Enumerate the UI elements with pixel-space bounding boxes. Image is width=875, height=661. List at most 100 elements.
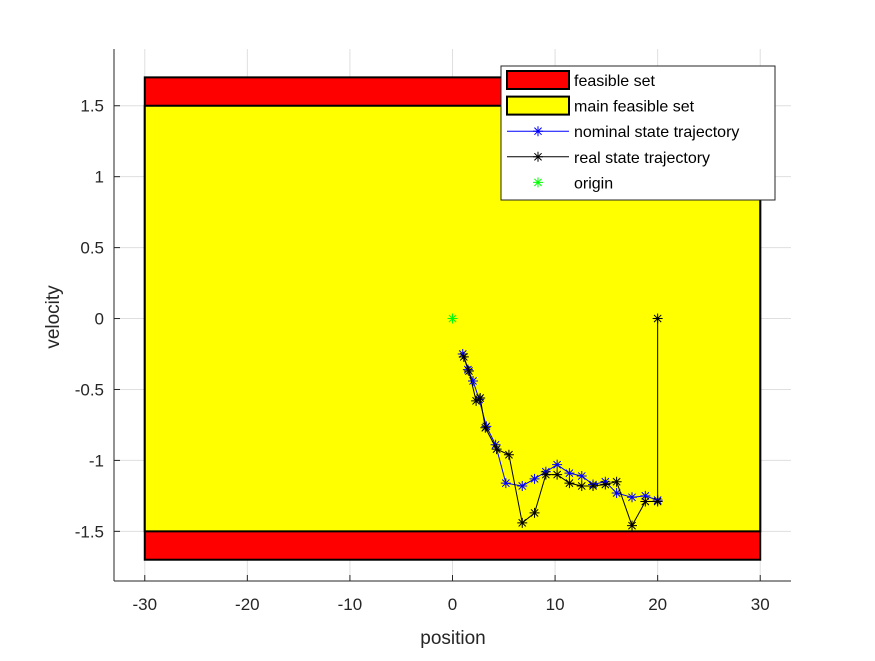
x-tick-label-2: -10	[338, 595, 363, 614]
legend-item-nominal-state-trajectory: nominal state trajectory	[507, 124, 739, 141]
origin-point-0	[447, 313, 458, 324]
legend-marker-nominal-state-trajectory-glyph	[533, 126, 543, 137]
real-state-trajectory-point-17-glyph	[471, 395, 482, 406]
legend-marker-real-state-trajectory-glyph	[533, 151, 543, 162]
real-state-trajectory-line	[463, 318, 659, 527]
x-tick-label-3: 0	[448, 595, 457, 614]
nominal-state-trajectory-point-3	[611, 488, 622, 499]
legend-label-main-feasible-set: main feasible set	[574, 99, 695, 116]
tick-labels: -30 -20 -10 0 10 20 30 -1.5 -1 -0.5 0 0.5 1 1.5	[75, 97, 770, 614]
real-state-trajectory-point-11	[529, 507, 540, 518]
x-tick-label-5: 20	[648, 595, 667, 614]
y-tick-label-0: -1.5	[75, 522, 104, 541]
origin-point-0-glyph	[447, 313, 458, 324]
legend-item-feasible-set: feasible set	[506, 70, 655, 90]
nominal-state-trajectory-point-7	[564, 468, 575, 479]
trajectories	[447, 313, 663, 531]
nominal-state-trajectory-point-2-glyph	[627, 492, 638, 503]
real-state-trajectory-point-9-glyph	[552, 469, 563, 480]
legend: feasible set main feasible set nominal sta…	[500, 65, 776, 201]
series-real-state-trajectory	[458, 313, 663, 531]
legend-item-origin: origin	[533, 175, 613, 192]
real-state-trajectory-point-7	[576, 480, 587, 491]
real-state-trajectory-point-10	[540, 469, 551, 480]
real-state-trajectory-point-9	[552, 469, 563, 480]
real-state-trajectory-point-19	[458, 351, 469, 362]
nominal-state-trajectory-point-16	[468, 375, 479, 386]
real-state-trajectory-point-17	[471, 395, 482, 406]
legend-item-real-state-trajectory: real state trajectory	[507, 150, 710, 167]
y-tick-label-6: 1.5	[80, 97, 104, 116]
nominal-state-trajectory-point-10-glyph	[529, 473, 540, 484]
x-tick-label-0: -30	[132, 595, 157, 614]
real-state-trajectory-point-15	[480, 422, 491, 433]
real-state-trajectory-point-13	[503, 449, 514, 460]
real-state-trajectory-point-13-glyph	[503, 449, 514, 460]
nominal-state-trajectory-point-12-glyph	[500, 478, 511, 489]
real-state-trajectory-point-4-glyph	[611, 476, 622, 487]
real-state-trajectory-point-12-glyph	[517, 517, 528, 528]
nominal-state-trajectory-point-8	[552, 459, 563, 470]
real-state-trajectory-point-5	[600, 479, 611, 490]
real-state-trajectory-point-4	[611, 476, 622, 487]
real-state-trajectory-point-1	[652, 496, 663, 507]
nominal-state-trajectory-point-6	[576, 471, 587, 482]
legend-label-feasible-set: feasible set	[574, 73, 655, 90]
real-state-trajectory-point-2	[640, 496, 651, 507]
y-tick-label-2: -0.5	[75, 380, 104, 399]
nominal-state-trajectory-point-18	[457, 349, 468, 360]
real-state-trajectory-point-0	[652, 313, 663, 324]
legend-marker-origin	[533, 177, 543, 188]
nominal-state-trajectory-point-12	[500, 478, 511, 489]
nominal-state-trajectory-point-1	[640, 490, 651, 501]
nominal-state-trajectory-point-13	[490, 439, 501, 450]
legend-swatch-main-feasible-set	[506, 95, 570, 116]
y-tick-label-1: -1	[89, 451, 104, 470]
legend-label-origin: origin	[574, 175, 613, 192]
nominal-state-trajectory-point-10	[529, 473, 540, 484]
real-state-trajectory-point-10-glyph	[540, 469, 551, 480]
real-state-trajectory-point-3	[627, 520, 638, 531]
real-state-trajectory-point-14-glyph	[491, 444, 502, 455]
real-state-trajectory-point-14	[491, 444, 502, 455]
nominal-state-trajectory-point-1-glyph	[640, 490, 651, 501]
series-origin	[447, 313, 458, 324]
real-state-trajectory-point-18-glyph	[463, 366, 474, 377]
nominal-state-trajectory-point-7-glyph	[564, 468, 575, 479]
x-tick-label-4: 10	[546, 595, 565, 614]
nominal-state-trajectory-point-8-glyph	[552, 459, 563, 470]
real-state-trajectory-point-11-glyph	[529, 507, 540, 518]
real-state-trajectory-point-2-glyph	[640, 496, 651, 507]
nominal-state-trajectory-point-3-glyph	[611, 488, 622, 499]
real-state-trajectory-point-5-glyph	[600, 479, 611, 490]
nominal-state-trajectory-point-11-glyph	[517, 480, 528, 491]
real-state-trajectory-point-18	[463, 366, 474, 377]
nominal-state-trajectory-point-16-glyph	[468, 375, 479, 386]
nominal-state-trajectory-point-18-glyph	[457, 349, 468, 360]
real-state-trajectory-point-3-glyph	[627, 520, 638, 531]
real-state-trajectory-point-12	[517, 517, 528, 528]
legend-marker-real-state-trajectory	[533, 151, 543, 162]
y-tick-label-5: 1	[95, 168, 104, 187]
y-tick-label-4: 0.5	[80, 239, 104, 258]
real-state-trajectory-point-19-glyph	[458, 351, 469, 362]
legend-item-main-feasible-set: main feasible set	[506, 95, 695, 116]
y-tick-label-3: 0	[95, 310, 104, 329]
x-tick-label-1: -20	[235, 595, 260, 614]
nominal-state-trajectory-point-2	[627, 492, 638, 503]
real-state-trajectory-point-8	[564, 478, 575, 489]
y-axis-title: velocity	[43, 285, 64, 349]
legend-marker-origin-glyph	[533, 177, 543, 188]
x-tick-label-6: 30	[751, 595, 770, 614]
nominal-state-trajectory-point-6-glyph	[576, 471, 587, 482]
nominal-state-trajectory-point-13-glyph	[490, 439, 501, 450]
real-state-trajectory-point-0-glyph	[652, 313, 663, 324]
legend-label-real-state-trajectory: real state trajectory	[574, 150, 710, 167]
real-state-trajectory-point-8-glyph	[564, 478, 575, 489]
legend-label-nominal-state-trajectory: nominal state trajectory	[574, 124, 739, 141]
legend-marker-nominal-state-trajectory	[533, 126, 543, 137]
real-state-trajectory-point-6	[588, 480, 599, 491]
real-state-trajectory-point-16-glyph	[475, 392, 486, 403]
